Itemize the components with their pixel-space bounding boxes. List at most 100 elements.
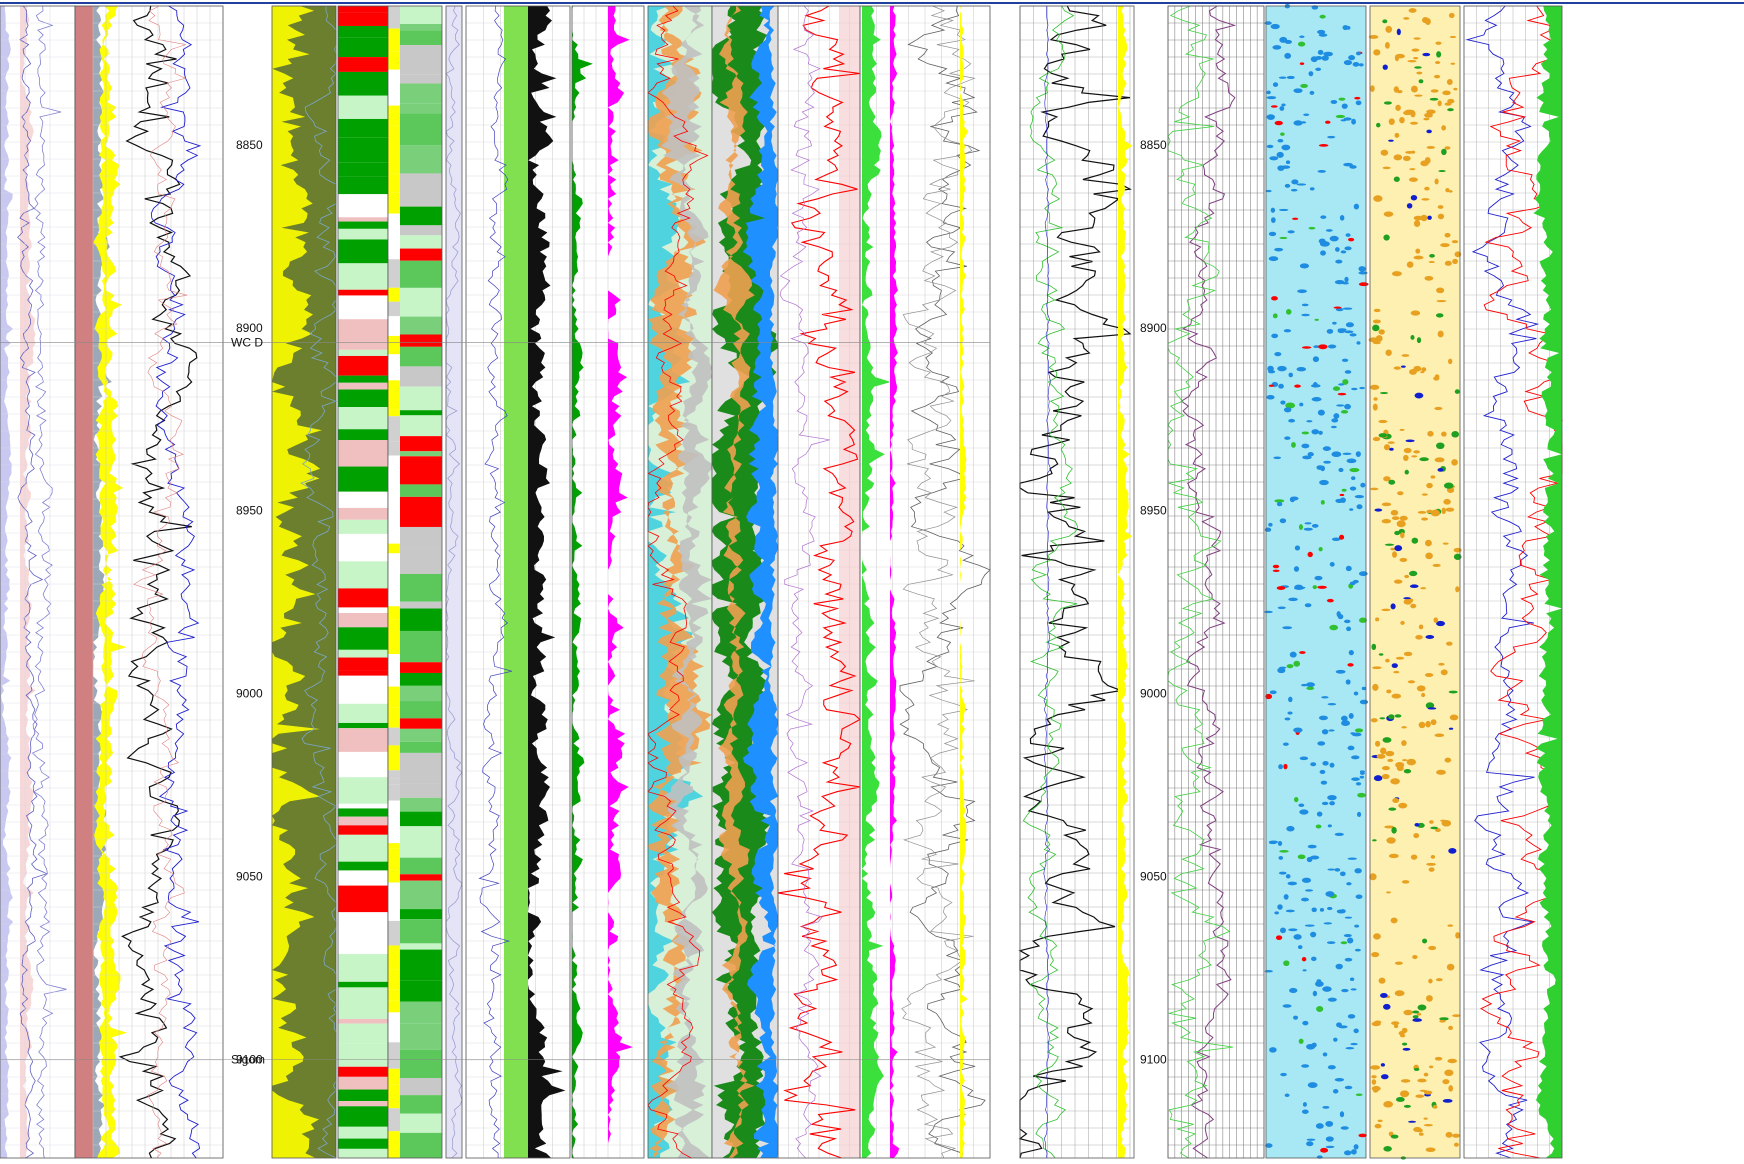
lithology-band <box>388 606 400 620</box>
image-blob <box>1448 1085 1454 1092</box>
image-blob <box>1312 382 1318 388</box>
image-blob <box>1447 924 1454 927</box>
image-blob <box>1349 467 1360 473</box>
image-blob <box>1289 651 1297 658</box>
image-blob <box>1403 599 1412 605</box>
image-blob <box>1294 545 1301 551</box>
image-blob <box>1350 988 1357 991</box>
image-blob <box>1439 1019 1446 1023</box>
image-blob <box>1381 519 1392 524</box>
image-blob <box>1373 933 1381 940</box>
image-blob <box>1266 394 1275 400</box>
image-blob <box>1412 1018 1422 1022</box>
lithology-band <box>400 943 442 950</box>
image-blob <box>1296 183 1307 186</box>
image-blob <box>1285 909 1295 913</box>
lithology-band <box>388 335 400 355</box>
image-blob <box>1436 442 1445 450</box>
track5-lithology <box>400 6 442 1158</box>
image-blob <box>1336 404 1345 407</box>
lithology-band <box>338 389 388 408</box>
image-blob <box>1430 509 1441 517</box>
image-blob <box>1342 379 1349 385</box>
lithology-band <box>338 1076 388 1090</box>
image-blob <box>1398 802 1408 809</box>
image-blob <box>1394 545 1403 552</box>
image-blob <box>1315 824 1322 829</box>
image-blob <box>1320 1147 1329 1153</box>
lithology-band <box>388 562 400 592</box>
image-blob <box>1374 1123 1382 1129</box>
lithology-band <box>338 670 388 676</box>
image-blob <box>1378 329 1385 335</box>
image-blob <box>1399 557 1408 562</box>
image-blob <box>1317 49 1324 55</box>
image-blob <box>1318 430 1323 435</box>
image-blob <box>1340 410 1349 414</box>
image-blob <box>1298 1038 1304 1044</box>
image-blob <box>1371 1075 1377 1079</box>
image-blob <box>1287 230 1295 234</box>
image-blob <box>1327 135 1336 139</box>
lithology-band <box>388 920 400 946</box>
lithology-band <box>338 6 388 13</box>
lithology-band <box>338 491 388 508</box>
image-blob <box>1354 948 1361 952</box>
lithology-band <box>400 415 442 437</box>
image-blob <box>1293 88 1303 94</box>
image-blob <box>1299 402 1304 407</box>
image-blob <box>1417 1004 1427 1011</box>
image-blob <box>1330 99 1338 105</box>
image-blob <box>1439 1017 1449 1021</box>
track8-green <box>572 6 593 1158</box>
image-blob <box>1389 808 1396 811</box>
image-blob <box>1395 656 1405 660</box>
image-blob <box>1346 882 1352 886</box>
image-blob <box>1314 575 1323 581</box>
image-blob <box>1279 518 1287 524</box>
image-blob <box>1396 28 1401 36</box>
image-blob <box>1390 603 1396 610</box>
lithology-band <box>338 612 388 628</box>
image-blob <box>1268 841 1277 845</box>
lithology-band <box>338 927 388 955</box>
image-blob <box>1385 349 1392 356</box>
image-blob <box>1414 94 1423 97</box>
lithology-band <box>388 239 400 260</box>
lithology-band <box>388 843 400 849</box>
marker-label: Sigom <box>231 1052 265 1066</box>
track9-orange <box>648 6 712 1158</box>
image-blob <box>1406 203 1413 209</box>
image-blob <box>1376 753 1386 759</box>
image-blob <box>1430 854 1436 859</box>
lithology-band <box>388 969 400 990</box>
depth-tick-label: 8950 <box>236 504 263 518</box>
image-blob <box>1301 683 1308 687</box>
image-blob <box>1318 715 1328 721</box>
image-blob <box>1347 1014 1356 1019</box>
image-blob <box>1269 1047 1277 1053</box>
track-grid <box>92 5 224 1158</box>
image-blob <box>1320 250 1326 256</box>
image-blob <box>1322 1052 1328 1057</box>
lithology-band <box>400 173 442 184</box>
lithology-band <box>338 466 388 492</box>
lithology-band <box>338 289 388 296</box>
image-blob <box>1394 961 1403 965</box>
image-blob <box>1446 963 1455 971</box>
image-blob <box>1403 1104 1412 1108</box>
image-blob <box>1316 1005 1324 1012</box>
lithology-band <box>400 811 442 827</box>
image-blob <box>1311 397 1322 402</box>
image-blob <box>1401 880 1410 884</box>
track-border <box>1369 5 1461 1159</box>
image-blob <box>1361 686 1367 691</box>
lithology-band <box>338 912 388 928</box>
image-blob <box>1340 715 1348 722</box>
image-blob <box>1282 626 1293 630</box>
lithology-band <box>400 386 442 411</box>
image-blob <box>1350 1042 1358 1046</box>
image-blob <box>1331 537 1341 542</box>
image-blob <box>1434 74 1441 79</box>
lithology-band <box>338 162 388 177</box>
